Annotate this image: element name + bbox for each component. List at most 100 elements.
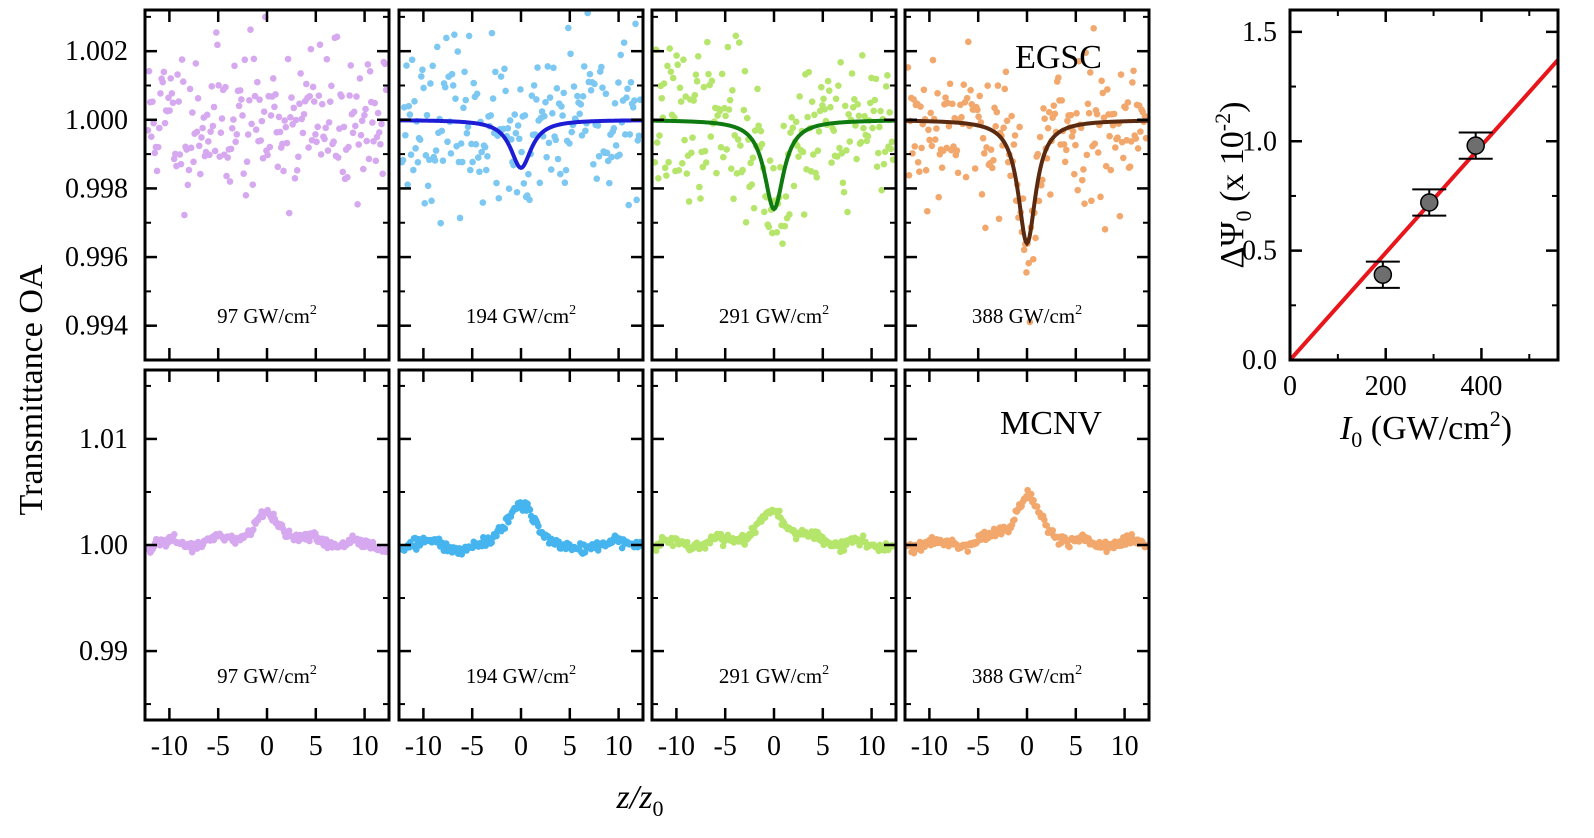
data-point: [590, 160, 597, 168]
data-point: [666, 45, 674, 52]
data-point: [243, 158, 251, 166]
data-point: [1083, 151, 1091, 159]
data-point: [722, 112, 729, 120]
data-point: [414, 158, 422, 166]
inset-x-title-sup: 2: [1490, 406, 1501, 431]
data-point: [284, 55, 292, 63]
inset-y-tick-label: 0.0: [1242, 345, 1277, 376]
data-point: [1011, 132, 1019, 139]
data-point: [735, 39, 743, 46]
data-point: [247, 26, 254, 33]
data-point: [347, 62, 355, 69]
x-axis-title-sub: 0: [652, 796, 663, 821]
data-point: [546, 94, 554, 101]
data-point: [1003, 117, 1011, 125]
data-point: [505, 185, 513, 193]
data-point: [249, 526, 257, 533]
data-point: [1110, 110, 1118, 118]
data-point: [931, 136, 939, 143]
data-point: [911, 143, 919, 150]
data-point: [399, 156, 407, 164]
data-point: [949, 100, 956, 108]
data-point: [187, 144, 195, 152]
data-point: [1055, 74, 1062, 81]
data-point: [150, 119, 157, 127]
data-point: [978, 191, 986, 198]
data-point: [725, 106, 733, 113]
data-point: [372, 157, 380, 165]
y-tick-label-egsc: 0.994: [65, 311, 128, 342]
data-point: [553, 85, 561, 92]
data-point: [843, 147, 850, 154]
data-point: [296, 100, 303, 108]
inset-data-point: [1373, 265, 1393, 284]
data-point: [877, 107, 884, 115]
data-point: [1132, 135, 1140, 142]
data-point: [451, 31, 458, 38]
data-point: [334, 154, 342, 161]
data-point: [443, 34, 450, 42]
data-point: [786, 211, 793, 218]
data-point: [928, 142, 936, 150]
data-point: [508, 136, 515, 143]
data-point: [629, 104, 637, 111]
data-point: [988, 164, 996, 172]
data-point: [782, 193, 790, 200]
data-point: [465, 32, 473, 40]
data-point: [765, 223, 773, 231]
data-point: [362, 105, 369, 113]
data-point: [185, 166, 193, 174]
data-point: [206, 151, 213, 159]
data-point: [587, 87, 595, 94]
data-point: [260, 108, 268, 116]
data-point: [1029, 255, 1037, 263]
data-point: [303, 80, 310, 88]
data-point: [514, 122, 522, 129]
data-point: [660, 80, 668, 87]
data-point: [181, 211, 188, 219]
data-point: [624, 85, 631, 93]
data-point: [208, 82, 216, 90]
data-point: [824, 77, 832, 85]
data-point: [484, 152, 491, 160]
data-point: [305, 144, 312, 151]
data-point: [528, 92, 536, 99]
data-point: [517, 86, 524, 93]
data-point: [482, 166, 490, 174]
data-point: [1078, 176, 1086, 184]
data-point: [460, 104, 467, 112]
data-point: [934, 89, 941, 97]
data-point: [855, 112, 863, 120]
data-point: [224, 154, 231, 161]
data-point: [236, 87, 244, 94]
data-point: [549, 110, 556, 117]
data-point: [488, 29, 496, 37]
data-point: [353, 93, 360, 100]
inset-y-title-sup: -2: [1210, 113, 1235, 131]
data-point: [724, 43, 732, 51]
data-point: [461, 68, 468, 76]
data-point: [167, 75, 175, 82]
data-point: [161, 119, 169, 127]
data-point: [505, 518, 512, 526]
data-point: [697, 195, 704, 202]
data-point: [366, 68, 374, 75]
data-point: [412, 145, 419, 152]
data-point: [375, 129, 383, 136]
data-point: [1043, 522, 1051, 529]
data-point: [257, 137, 265, 144]
data-point: [625, 201, 632, 209]
inset-y-axis-title: ΔΨ0 (x 10-2): [1210, 102, 1256, 269]
data-point: [214, 41, 221, 49]
inset-x-tick-label: 0: [1283, 371, 1297, 402]
data-point: [438, 127, 446, 135]
data-point: [1082, 49, 1089, 56]
data-point: [1097, 193, 1104, 201]
data-point: [954, 169, 962, 177]
data-point: [274, 163, 282, 171]
data-point: [264, 151, 271, 159]
data-point: [501, 525, 509, 532]
data-point: [312, 530, 319, 538]
data-point: [751, 127, 759, 134]
